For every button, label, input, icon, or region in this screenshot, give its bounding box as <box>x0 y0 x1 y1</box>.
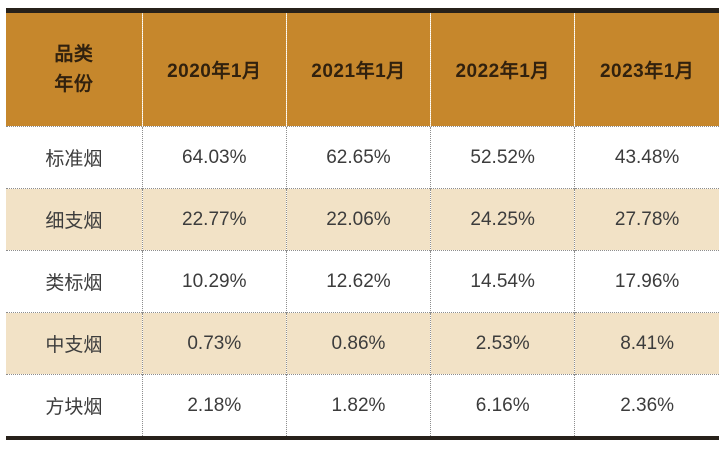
table-row: 标准烟 64.03% 62.65% 52.52% 43.48% <box>6 126 719 189</box>
row-label: 方块烟 <box>6 374 143 438</box>
table-cell: 8.41% <box>574 312 719 375</box>
table-cell: 22.06% <box>285 188 431 251</box>
row-label: 中支烟 <box>6 312 143 375</box>
table-cell: 24.25% <box>430 188 575 251</box>
table-cell: 62.65% <box>285 126 431 189</box>
column-header-2021: 2021年1月 <box>285 10 431 127</box>
column-header-2022: 2022年1月 <box>430 10 575 127</box>
table-cell: 17.96% <box>574 250 719 313</box>
header-row: 品类 年份 2020年1月 2021年1月 2022年1月 2023年1月 <box>6 10 719 127</box>
table-cell: 1.82% <box>285 374 431 438</box>
row-label: 标准烟 <box>6 126 143 189</box>
category-share-table: 品类 年份 2020年1月 2021年1月 2022年1月 2023年1月 标准… <box>6 8 719 440</box>
table-cell: 2.36% <box>574 374 719 438</box>
table-cell: 12.62% <box>285 250 431 313</box>
table-cell: 52.52% <box>430 126 575 189</box>
column-header-2023: 2023年1月 <box>574 10 719 127</box>
table-cell: 0.86% <box>285 312 431 375</box>
table-cell: 22.77% <box>141 188 287 251</box>
table-row: 细支烟 22.77% 22.06% 24.25% 27.78% <box>6 188 719 251</box>
table-cell: 2.53% <box>430 312 575 375</box>
corner-header-cell: 品类 年份 <box>6 10 143 127</box>
table-row: 类标烟 10.29% 12.62% 14.54% 17.96% <box>6 250 719 313</box>
table-cell: 27.78% <box>574 188 719 251</box>
corner-label-category: 品类 <box>54 44 94 66</box>
table-cell: 43.48% <box>574 126 719 189</box>
row-label: 类标烟 <box>6 250 143 313</box>
table-row: 方块烟 2.18% 1.82% 6.16% 2.36% <box>6 374 719 438</box>
table-cell: 10.29% <box>141 250 287 313</box>
table-cell: 14.54% <box>430 250 575 313</box>
table-cell: 6.16% <box>430 374 575 438</box>
column-header-2020: 2020年1月 <box>141 10 287 127</box>
corner-label-year: 年份 <box>54 73 94 95</box>
table-row: 中支烟 0.73% 0.86% 2.53% 8.41% <box>6 312 719 375</box>
table-cell: 0.73% <box>141 312 287 375</box>
table-cell: 64.03% <box>141 126 287 189</box>
row-label: 细支烟 <box>6 188 143 251</box>
table-cell: 2.18% <box>141 374 287 438</box>
